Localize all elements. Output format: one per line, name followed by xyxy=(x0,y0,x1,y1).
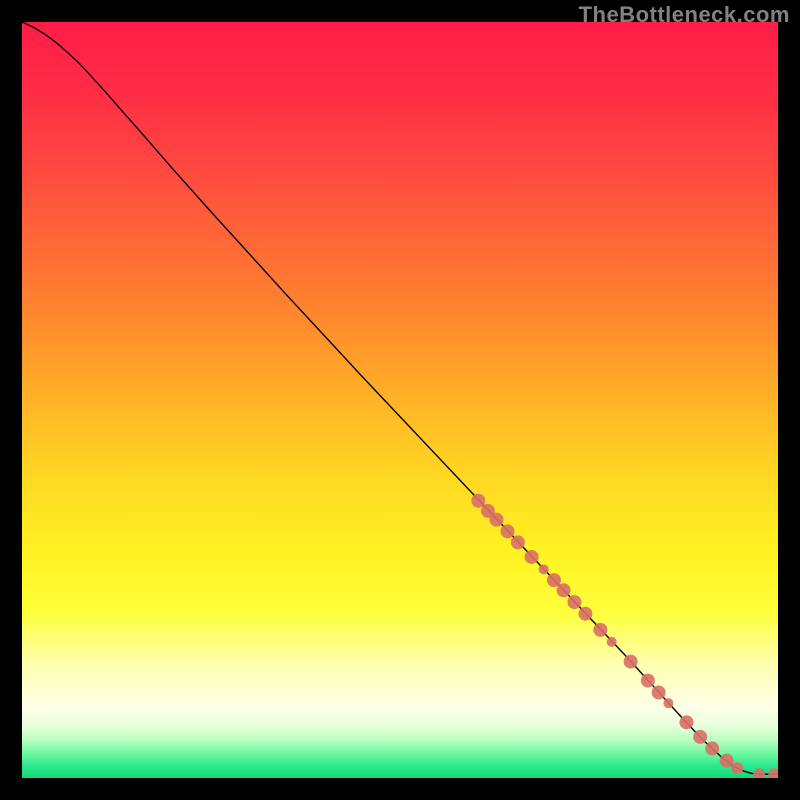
plot-area xyxy=(22,22,778,778)
data-marker xyxy=(641,674,655,688)
chart-svg xyxy=(22,22,778,778)
data-marker xyxy=(490,513,504,527)
data-marker xyxy=(705,742,719,756)
data-marker xyxy=(501,524,515,538)
data-marker xyxy=(607,637,617,647)
data-marker xyxy=(720,754,734,768)
data-marker xyxy=(471,494,485,508)
data-marker xyxy=(593,623,607,637)
data-marker xyxy=(578,607,592,621)
chart-stage: TheBottleneck.com xyxy=(0,0,800,800)
data-marker xyxy=(511,535,525,549)
data-marker xyxy=(693,730,707,744)
data-marker xyxy=(652,685,666,699)
data-marker xyxy=(525,550,539,564)
data-marker xyxy=(547,573,561,587)
data-marker xyxy=(663,698,673,708)
data-marker xyxy=(567,595,581,609)
data-marker xyxy=(679,715,693,729)
gradient-rect xyxy=(22,22,778,778)
data-marker xyxy=(539,564,549,574)
data-marker xyxy=(731,762,743,774)
data-marker xyxy=(557,583,571,597)
data-marker xyxy=(624,655,638,669)
